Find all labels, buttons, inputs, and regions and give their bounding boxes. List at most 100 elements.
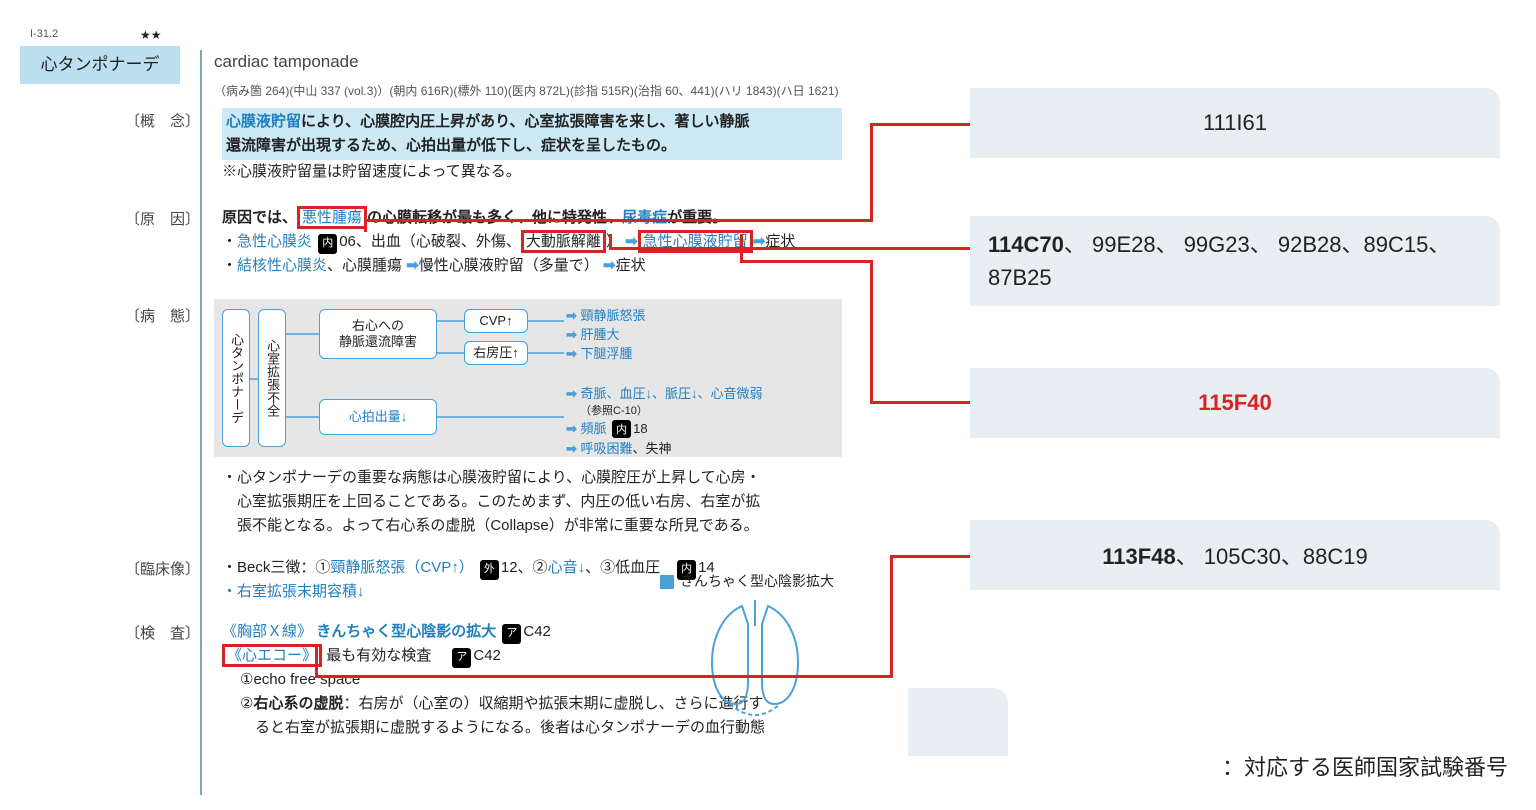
- node-dilation-failure: 心室拡張不全: [258, 309, 286, 447]
- cause-r2-c: 06、出血（心破裂、外傷、: [339, 233, 521, 250]
- concept-line2: 還流障害が出現するため、心拍出量が低下し、症状を呈したもの。: [226, 137, 676, 154]
- ref-card-2-bold: 114C70: [988, 232, 1064, 257]
- out-syncope: 、失神: [633, 441, 672, 456]
- patho-t3: 張不能となる。よって右心系の虚脱（Collapse）が非常に重要な所見である。: [222, 514, 842, 538]
- ref-card-2: 114C70、 99E28、 99G23、 92B28、89C15、87B25: [970, 216, 1500, 306]
- out-ref: （参照C-10）: [580, 405, 648, 417]
- cause-l1c: 特発性: [562, 209, 607, 226]
- lung-icon: [690, 596, 820, 716]
- badge-gai-icon: 外: [480, 560, 499, 580]
- node-cardiac-output: 心拍出量↓: [319, 399, 437, 435]
- out-tachy: 頻脈: [581, 421, 607, 436]
- patho-diagram: 心タンポナーデ 心室拡張不全 右心への 静脈還流障害 心拍出量↓ CVP↑ 右房…: [214, 299, 842, 457]
- ref-card-3-text: 115F40: [1198, 390, 1271, 416]
- cause-l1d: 、: [607, 209, 622, 226]
- ref-card-4-bold: 113F48: [1102, 544, 1175, 569]
- ref-card-1: 111I61: [970, 88, 1500, 158]
- clin-l1c: 12、②: [501, 559, 548, 576]
- english-title: cardiac tamponade: [214, 52, 359, 72]
- exam-l1a: 《胸部Ｘ線》: [222, 623, 312, 640]
- connector: [315, 675, 893, 678]
- cause-l1e: 尿毒症: [622, 209, 667, 226]
- difficulty-stars: ★★: [140, 28, 162, 42]
- square-icon: [660, 575, 674, 589]
- out-tachy-num: 18: [633, 421, 647, 436]
- patho-outputs-2: ➡ 奇脈、血圧↓、脈圧↓、心音微弱 （参照C-10） ➡ 頻脈 内18 ➡ 呼吸…: [566, 383, 763, 457]
- connector: [870, 123, 970, 126]
- node-cvp: CVP↑: [464, 309, 528, 333]
- cause-r3-c: 、心膜腫瘍: [327, 257, 402, 274]
- cause-red-box-2: 大動脈解離: [521, 230, 606, 253]
- vertical-rule: [200, 50, 202, 795]
- ref-card-4: 113F48、 105C30、88C19: [970, 520, 1500, 590]
- node-venous-return: 右心への 静脈還流障害: [319, 309, 437, 359]
- connector: [609, 234, 612, 247]
- patho-t1: ・心タンポナーデの重要な病態は心膜液貯留により、心膜腔圧が上昇して心房・: [222, 466, 842, 490]
- cause-b2: ・: [222, 257, 237, 274]
- exam-red-box-echo: 《心エコー》: [222, 644, 322, 667]
- exam-l4a: ②: [240, 695, 253, 712]
- concept-note: ※心膜液貯留量は貯留速度によって異なる。: [222, 160, 842, 184]
- exam-l1b: きんちゃく型心陰影の拡大: [316, 623, 496, 640]
- section-label-clinical: 〔臨床像〕: [110, 558, 200, 579]
- lung-caption-text: きんちゃく型心陰影拡大: [680, 573, 834, 589]
- badge-atlas-icon: ア: [452, 648, 471, 668]
- cause-l1b: の心膜転移が最も多く、他に: [367, 209, 562, 226]
- connector: [315, 646, 318, 675]
- clin-l1a: ・Beck三徴：①: [222, 559, 330, 576]
- ref-card-1-text: 111I61: [1203, 110, 1267, 136]
- out-pulsus: 奇脈、血圧↓、脈圧↓、心音微弱: [581, 386, 763, 401]
- out-edema: 下腿浮腫: [581, 346, 633, 361]
- section-label-exam: 〔検 査〕: [110, 622, 200, 643]
- out-jvd: 頸静脈怒張: [581, 308, 646, 323]
- connector: [740, 260, 870, 263]
- exam-l2c: C42: [473, 647, 501, 664]
- connector: [890, 555, 970, 558]
- concept-keyword: 心膜液貯留: [226, 113, 301, 130]
- connector: [364, 219, 873, 222]
- cause-red-box-1: 悪性腫瘍: [297, 206, 367, 229]
- patho-t2: 心室拡張期圧を上回ることである。このためまず、内圧の低い右房、右室が拡: [222, 490, 842, 514]
- concept-body: 心膜液貯留により、心膜腔内圧上昇があり、心室拡張障害を来し、著しい静脈 還流障害…: [222, 108, 842, 184]
- title-tab: 心タンポナーデ: [20, 46, 180, 84]
- badge-nai-icon: 内: [612, 420, 631, 438]
- cause-body: 原因では、悪性腫瘍の心膜転移が最も多く、他に特発性、尿毒症が重要。 ・急性心膜炎…: [222, 206, 842, 278]
- clin-l1d: 心音↓: [548, 559, 586, 576]
- reference-list: （病み箇 264)(中山 337 (vol.3)）(朝内 616R)(標外 11…: [214, 82, 839, 99]
- page-number: I-31.2: [30, 28, 58, 40]
- cause-r2-b: 急性心膜炎: [237, 233, 312, 250]
- exam-l5: ると右室が拡張期に虚脱するようになる。後者は心タンポナーデの血行動態: [240, 716, 842, 740]
- connector: [609, 247, 970, 250]
- exam-l1c: C42: [523, 623, 551, 640]
- ref-card-3: 115F40: [970, 368, 1500, 438]
- cause-l1f: が重要。: [667, 209, 727, 226]
- patho-text: ・心タンポナーデの重要な病態は心膜液貯留により、心膜腔圧が上昇して心房・ 心室拡…: [222, 466, 842, 538]
- connector: [740, 234, 743, 260]
- arrow-icon: ➡: [603, 257, 616, 274]
- connector: [890, 555, 893, 675]
- connector: [870, 401, 970, 404]
- connector: [870, 260, 873, 401]
- out-dyspnea: 呼吸困難: [581, 441, 633, 456]
- section-label-patho: 〔病 態〕: [110, 305, 200, 326]
- cause-r3-b: 結核性心膜炎: [237, 257, 327, 274]
- arrow-icon: ➡: [406, 257, 419, 274]
- cause-l1a: 原因では、: [222, 209, 297, 226]
- legend-text: ：対応する医師国家試験番号: [1222, 750, 1508, 782]
- connector: [364, 219, 367, 232]
- exam-l2b: 最も有効な検査: [326, 647, 446, 664]
- connector: [870, 123, 873, 219]
- badge-atlas-icon: ア: [502, 624, 521, 644]
- node-rap: 右房圧↑: [464, 341, 528, 365]
- cause-r3-d: 慢性心膜液貯留（多量で）: [419, 257, 599, 274]
- out-hepato: 肝腫大: [581, 327, 620, 342]
- concept-line1: により、心膜腔内圧上昇があり、心室拡張障害を来し、著しい静脈: [301, 113, 750, 130]
- exam-l4b: 右心系の虚脱: [253, 695, 343, 712]
- section-label-cause: 〔原 因〕: [110, 208, 200, 229]
- badge-nai-icon: 内: [318, 234, 337, 254]
- lung-caption: きんちゃく型心陰影拡大: [660, 571, 834, 591]
- cause-r3-e: 症状: [616, 257, 646, 274]
- ref-card-4-rest: 、 105C30、88C19: [1176, 544, 1368, 569]
- patho-outputs: ➡ 頸静脈怒張 ➡ 肝腫大 ➡ 下腿浮腫: [566, 305, 646, 362]
- section-label-concept: 〔概 念〕: [110, 110, 200, 131]
